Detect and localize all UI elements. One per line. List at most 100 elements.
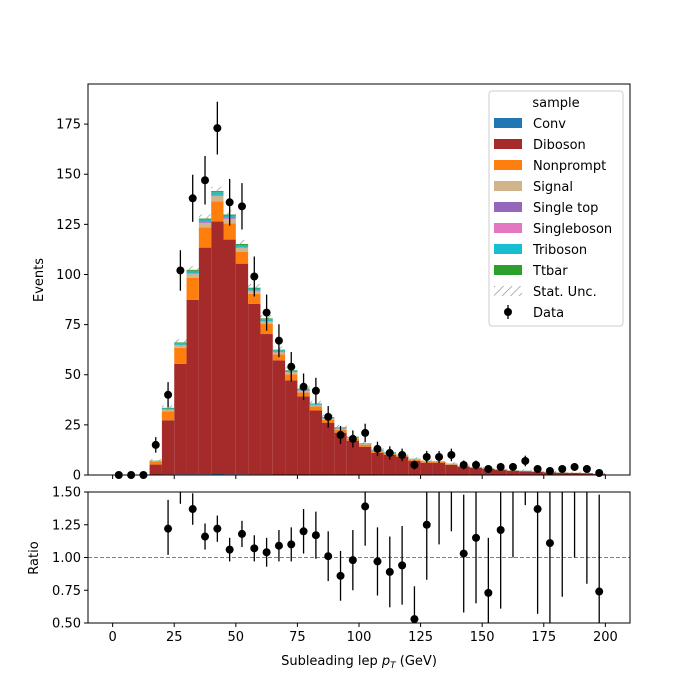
main-y-tick-label: 175 — [56, 118, 81, 133]
stat-unc-bin — [519, 469, 532, 472]
stack-bars — [149, 191, 606, 475]
bar-nonprompt — [359, 444, 372, 447]
bar-nonprompt — [211, 201, 224, 222]
data-point — [336, 430, 345, 439]
data-point — [250, 272, 259, 281]
ratio-point — [459, 549, 468, 558]
ratio-x-tick-label: 125 — [408, 630, 433, 645]
stat-unc-bin — [580, 471, 594, 475]
legend-label: Ttbar — [532, 264, 568, 279]
legend-frame — [488, 90, 624, 327]
data-point — [472, 460, 481, 469]
bar-diboson — [506, 470, 520, 475]
ratio-point — [545, 539, 554, 548]
legend-swatch — [494, 265, 522, 275]
ratio-point — [152, 409, 160, 417]
ratio-point — [348, 556, 357, 565]
ratio-point — [237, 529, 246, 538]
bar-nonprompt — [161, 411, 175, 421]
data-point — [361, 428, 370, 437]
ratio-point — [521, 396, 529, 404]
bar-diboson — [161, 420, 175, 475]
bar-diboson — [248, 303, 261, 475]
ratio-point — [533, 505, 542, 514]
bar-nonprompt — [198, 227, 212, 248]
bar-diboson — [519, 471, 532, 475]
ratio-point — [299, 527, 308, 536]
ratio-x-tick-label: 75 — [289, 630, 306, 645]
bar-diboson — [531, 471, 544, 475]
stat-unc-bin — [211, 186, 224, 196]
ratio-points — [152, 396, 604, 623]
ratio-x-tick-label: 150 — [470, 630, 495, 645]
main-panel: 0 25 50 75 100 125 150 175 Events — [32, 83, 631, 484]
bar-nonprompt — [235, 251, 249, 264]
data-point — [164, 390, 173, 399]
stat-unc-bin — [359, 441, 372, 446]
ratio-point — [164, 524, 173, 533]
data-point — [262, 308, 271, 317]
stat-unc-bin — [149, 458, 162, 463]
ratio-x-tick-label: 0 — [108, 630, 116, 645]
ratio-point — [385, 567, 394, 576]
bar-nonprompt — [174, 347, 187, 364]
ratio-point — [435, 475, 443, 483]
stat-unc-bin — [568, 471, 581, 474]
ratio-point — [287, 540, 296, 549]
data-points — [114, 101, 604, 479]
ratio-point — [558, 475, 566, 483]
legend-label: Nonprompt — [533, 159, 606, 174]
bar-diboson — [371, 452, 384, 475]
ratio-point — [336, 571, 345, 580]
legend-label: Data — [533, 306, 564, 321]
bar-nonprompt — [248, 293, 261, 304]
legend-label: Single top — [533, 201, 598, 216]
stat-unc-bin — [186, 266, 199, 274]
data-point — [459, 460, 468, 469]
bar-conv — [211, 473, 224, 475]
legend-label: Conv — [533, 117, 566, 132]
stat-unc-bin — [198, 214, 212, 223]
ratio-point — [213, 524, 222, 533]
bar-diboson — [223, 239, 236, 475]
data-point — [410, 460, 419, 469]
bar-diboson — [395, 456, 409, 475]
bar-diboson — [359, 446, 372, 475]
data-point — [435, 452, 444, 461]
ratio-point — [398, 561, 407, 570]
ratio-point — [422, 520, 431, 529]
bar-nonprompt — [309, 406, 323, 411]
legend-swatch — [494, 118, 522, 128]
data-point — [348, 434, 357, 443]
x-axis-label: Subleading lep pT (GeV) — [281, 654, 437, 671]
main-x-axis — [112, 475, 606, 479]
data-point — [570, 462, 579, 471]
ratio-point — [373, 557, 382, 566]
legend: sample Conv Diboson Nonprompt Signal Single … — [488, 90, 624, 327]
ratio-point — [250, 544, 259, 553]
ratio-point — [225, 545, 234, 554]
ratio-point — [188, 505, 197, 514]
bar-diboson — [420, 462, 433, 475]
bar-signal — [235, 248, 249, 252]
legend-swatch — [494, 244, 522, 254]
main-y-axis-label: Events — [32, 258, 47, 302]
data-point — [225, 198, 234, 207]
bar-diboson — [445, 464, 458, 475]
data-point — [385, 448, 394, 457]
bar-signal — [174, 345, 187, 348]
bar-nonprompt — [272, 354, 286, 361]
ratio-x-axis: 0 25 50 75 100 125 150 175 200 — [108, 623, 618, 645]
data-point — [176, 266, 185, 275]
data-point — [213, 124, 222, 133]
data-point — [595, 468, 604, 477]
main-y-tick-label: 0 — [73, 469, 81, 484]
data-point — [373, 444, 382, 453]
bar-diboson — [235, 263, 249, 475]
ratio-x-tick-label: 200 — [593, 630, 618, 645]
stat-unc-bin — [408, 457, 421, 461]
data-point — [287, 362, 296, 371]
stat-unc-bin — [174, 339, 187, 346]
legend-title: sample — [532, 96, 579, 111]
